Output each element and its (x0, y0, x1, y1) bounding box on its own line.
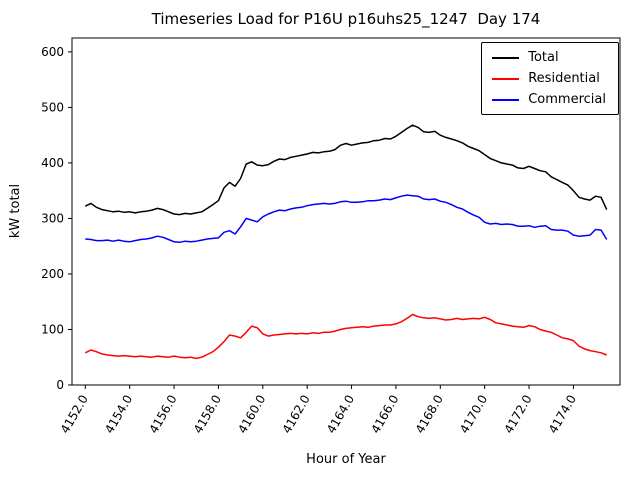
x-tick-label: 4166.0 (368, 393, 401, 436)
x-tick-label: 4168.0 (413, 393, 446, 436)
legend-entry-total: Total (492, 50, 606, 65)
legend-line-sample (492, 77, 520, 80)
x-tick-label: 4164.0 (324, 393, 357, 436)
legend-line-sample (492, 56, 520, 59)
x-axis-label: Hour of Year (306, 452, 386, 467)
y-tick-label: 400 (41, 156, 64, 170)
series-line-commercial (85, 194, 608, 244)
x-tick-label: 4170.0 (457, 392, 490, 435)
x-tick-label: 4158.0 (191, 393, 224, 436)
x-tick-label: 4174.0 (546, 393, 579, 436)
y-tick-label: 100 (41, 322, 64, 336)
x-tick-label: 4152.0 (58, 393, 91, 436)
y-tick-label: 600 (41, 45, 64, 59)
y-axis-label: kW total (8, 183, 23, 239)
legend-line-sample (492, 98, 520, 101)
legend-entry-commercial: Commercial (492, 92, 606, 107)
y-tick-label: 200 (41, 267, 64, 281)
series-line-total (84, 124, 608, 216)
x-tick-label: 4162.0 (280, 393, 313, 436)
series-line-residential (84, 313, 607, 360)
y-tick-label: 300 (41, 211, 64, 225)
legend-entry-residential: Residential (492, 71, 606, 86)
chart-title: Timeseries Load for P16U p16uhs25_1247 D… (151, 10, 541, 28)
legend: Total Residential Commercial (481, 42, 619, 115)
x-tick-label: 4156.0 (147, 393, 180, 436)
x-tick-label: 4160.0 (235, 393, 268, 436)
legend-label: Total (528, 50, 559, 65)
legend-label: Commercial (528, 92, 606, 107)
y-tick-label: 500 (41, 100, 64, 114)
x-tick-label: 4172.0 (502, 393, 535, 436)
legend-label: Residential (528, 71, 600, 86)
y-tick-label: 0 (56, 378, 64, 392)
x-tick-label: 4154.0 (102, 393, 135, 436)
axes-frame (71, 37, 621, 386)
